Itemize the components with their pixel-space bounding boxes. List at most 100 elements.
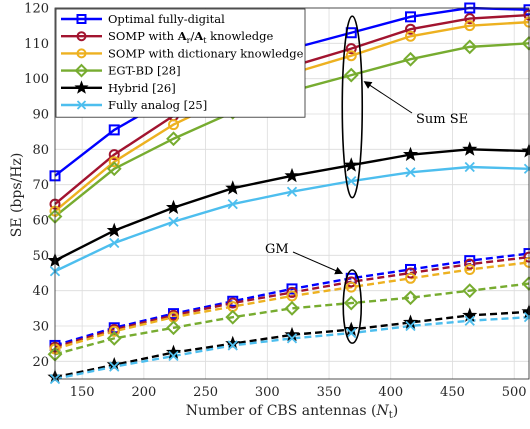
x-tick-150: 150 bbox=[70, 385, 95, 400]
series-7-point-5 bbox=[345, 276, 357, 288]
series-0-point-6 bbox=[405, 11, 416, 23]
legend-label-5: Fully analog [25] bbox=[108, 98, 207, 112]
legend-box bbox=[55, 8, 306, 118]
series-line-11 bbox=[54, 315, 530, 381]
series-4-point-4 bbox=[284, 167, 300, 183]
x-tick-labels: 150 200 250 300 350 400 450 500 bbox=[70, 385, 527, 400]
y-tick-120: 120 bbox=[24, 2, 49, 17]
series-7-point-6 bbox=[405, 267, 416, 279]
series-4-point-2 bbox=[165, 199, 182, 215]
y-tick-50: 50 bbox=[32, 249, 49, 264]
y-axis-label: SE (bps/Hz) bbox=[9, 153, 25, 238]
y-tick-100: 100 bbox=[24, 72, 49, 87]
series-5-point-5 bbox=[346, 175, 357, 187]
legend-label-2: SOMP with dictionary knowledge bbox=[108, 46, 304, 60]
legend-marker-1 bbox=[76, 31, 87, 42]
series-11-point-7 bbox=[464, 315, 475, 326]
series-4-point-1 bbox=[106, 222, 122, 238]
x-tick-200: 200 bbox=[131, 385, 156, 400]
series-4-point-3 bbox=[225, 180, 241, 195]
sum-se-ellipse bbox=[341, 15, 364, 199]
series-8-point-5 bbox=[345, 281, 357, 293]
series-3-point-7 bbox=[462, 39, 478, 55]
series-11-point-6 bbox=[405, 320, 416, 332]
legend-marker-3 bbox=[74, 63, 89, 78]
gm-ellipse bbox=[342, 269, 363, 344]
y-tick-60: 60 bbox=[32, 214, 49, 229]
y-tick-90: 90 bbox=[32, 108, 49, 123]
series-3-point-6 bbox=[403, 51, 418, 67]
series-5-point-4 bbox=[286, 186, 298, 197]
y-tick-20: 20 bbox=[32, 355, 49, 370]
y-tick-110: 110 bbox=[24, 37, 49, 52]
legend-label-0: Optimal fully-digital bbox=[108, 12, 225, 26]
y-tick-40: 40 bbox=[32, 284, 49, 299]
series-5-point-3 bbox=[227, 198, 238, 210]
series-9-point-5 bbox=[343, 295, 359, 311]
series-4-point-6 bbox=[402, 146, 419, 162]
series-11-point-4 bbox=[286, 333, 298, 344]
annotations: Sum SE GM bbox=[265, 15, 468, 344]
x-axis-label: Number of CBS antennas (Nt) bbox=[186, 403, 399, 421]
series-1-point-6 bbox=[405, 23, 416, 35]
series-9-point-7 bbox=[462, 283, 478, 299]
series-3-point-2 bbox=[166, 131, 181, 147]
series-7-point-4 bbox=[286, 286, 298, 298]
x-tick-500: 500 bbox=[502, 385, 527, 400]
x-tick-350: 350 bbox=[317, 385, 342, 400]
series-line-9 bbox=[54, 282, 530, 356]
legend-label-1: SOMP with Ar/At knowledge bbox=[108, 29, 273, 45]
plot-frame bbox=[54, 7, 530, 380]
series-11-point-2 bbox=[168, 350, 179, 362]
series-4-point-7 bbox=[462, 141, 478, 156]
series-5-point-6 bbox=[405, 167, 416, 178]
series-9-point-4 bbox=[284, 300, 300, 316]
series-8-point-1 bbox=[108, 325, 120, 337]
series-markers bbox=[47, 2, 530, 385]
series-3-point-5 bbox=[343, 67, 359, 83]
series-line-10 bbox=[54, 310, 530, 379]
series-10-point-7 bbox=[462, 307, 478, 322]
legend-marker-0 bbox=[76, 14, 87, 24]
series-2-point-5 bbox=[345, 50, 357, 62]
series-2-point-6 bbox=[405, 30, 416, 42]
series-8-point-7 bbox=[464, 263, 476, 275]
series-1-point-5 bbox=[345, 43, 357, 55]
legend-label-3: EGT-BD [28] bbox=[108, 64, 181, 78]
y-tick-30: 30 bbox=[32, 320, 49, 335]
series-5-point-2 bbox=[168, 216, 179, 227]
series-11-point-1 bbox=[109, 361, 120, 372]
series-8-point-6 bbox=[405, 272, 416, 284]
y-tick-70: 70 bbox=[32, 178, 49, 193]
series-3-point-1 bbox=[106, 161, 122, 177]
x-tick-450: 450 bbox=[440, 385, 465, 400]
series-5-point-1 bbox=[109, 237, 120, 249]
series-7-point-7 bbox=[464, 258, 476, 270]
series-9-point-3 bbox=[225, 309, 241, 325]
sum-se-arrow bbox=[363, 81, 413, 114]
series-2-point-7 bbox=[464, 20, 476, 32]
sum-se-label: Sum SE bbox=[416, 112, 468, 127]
series-11-point-5 bbox=[346, 327, 357, 339]
legend-label-4: Hybrid [26] bbox=[108, 81, 176, 95]
x-tick-250: 250 bbox=[193, 385, 218, 400]
series-7-point-3 bbox=[227, 297, 239, 309]
gm-arrow bbox=[292, 251, 344, 275]
series-2-point-1 bbox=[108, 156, 120, 168]
series-9-point-1 bbox=[106, 330, 122, 346]
legend-marker-4 bbox=[74, 80, 89, 94]
x-tick-400: 400 bbox=[378, 385, 403, 400]
series-9-point-6 bbox=[403, 290, 418, 306]
legend: Optimal fully-digital SOMP with Ar/At kno… bbox=[55, 8, 306, 118]
gm-label: GM bbox=[265, 242, 289, 257]
series-6-point-4 bbox=[286, 283, 298, 295]
series-4-point-5 bbox=[343, 157, 359, 172]
series-1-point-1 bbox=[108, 149, 120, 161]
series-8-point-4 bbox=[286, 290, 298, 302]
series-0-point-1 bbox=[108, 124, 120, 136]
series-9-point-2 bbox=[166, 320, 181, 336]
series-1-point-7 bbox=[464, 13, 476, 25]
legend-marker-5 bbox=[76, 100, 87, 110]
y-tick-80: 80 bbox=[32, 143, 49, 158]
